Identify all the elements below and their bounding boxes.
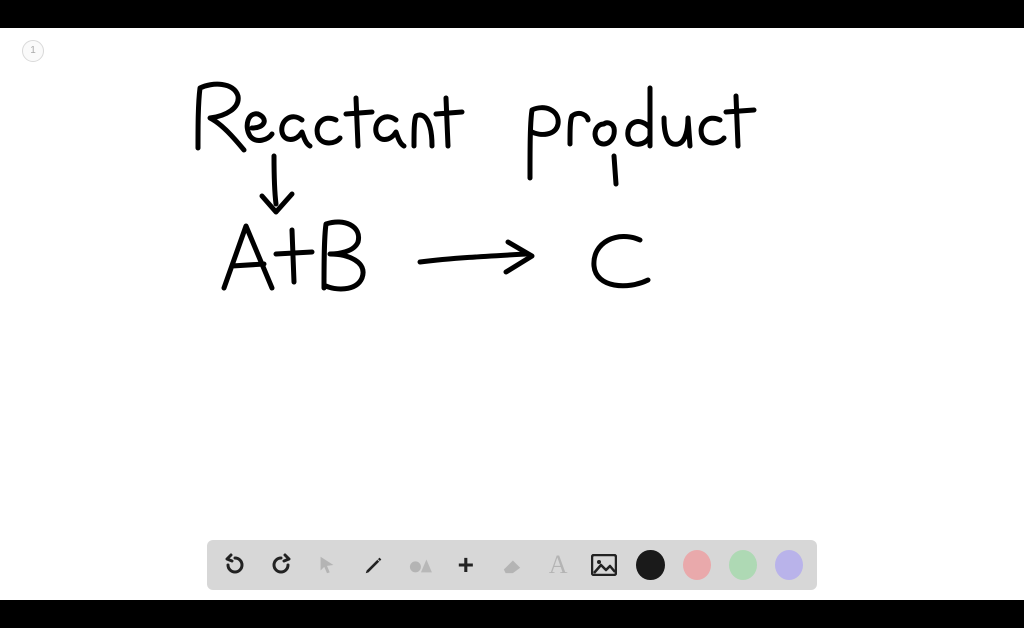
eraser-icon bbox=[500, 555, 524, 575]
image-tool[interactable] bbox=[590, 550, 618, 580]
video-topbar bbox=[0, 0, 1024, 28]
undo-icon bbox=[223, 553, 247, 577]
image-icon bbox=[591, 554, 617, 576]
redo-icon bbox=[269, 553, 293, 577]
pointer-tool[interactable] bbox=[313, 550, 341, 580]
shapes-icon bbox=[408, 554, 432, 576]
video-bottombar bbox=[0, 600, 1024, 628]
pointer-icon bbox=[316, 554, 338, 576]
shapes-tool[interactable] bbox=[406, 550, 434, 580]
handwriting-layer bbox=[0, 28, 1024, 600]
drawing-toolbar: + A bbox=[207, 540, 817, 590]
pencil-icon bbox=[363, 554, 385, 576]
whiteboard-canvas[interactable]: 1 bbox=[0, 28, 1024, 600]
text-icon: A bbox=[549, 550, 568, 580]
color-red[interactable] bbox=[683, 550, 711, 580]
text-tool[interactable]: A bbox=[544, 550, 572, 580]
undo-button[interactable] bbox=[221, 550, 249, 580]
redo-button[interactable] bbox=[267, 550, 295, 580]
color-purple[interactable] bbox=[775, 550, 803, 580]
color-green[interactable] bbox=[729, 550, 757, 580]
eraser-tool[interactable] bbox=[498, 550, 526, 580]
plus-icon: + bbox=[458, 551, 474, 579]
pencil-tool[interactable] bbox=[359, 550, 387, 580]
color-black[interactable] bbox=[636, 550, 664, 580]
add-tool[interactable]: + bbox=[452, 550, 480, 580]
